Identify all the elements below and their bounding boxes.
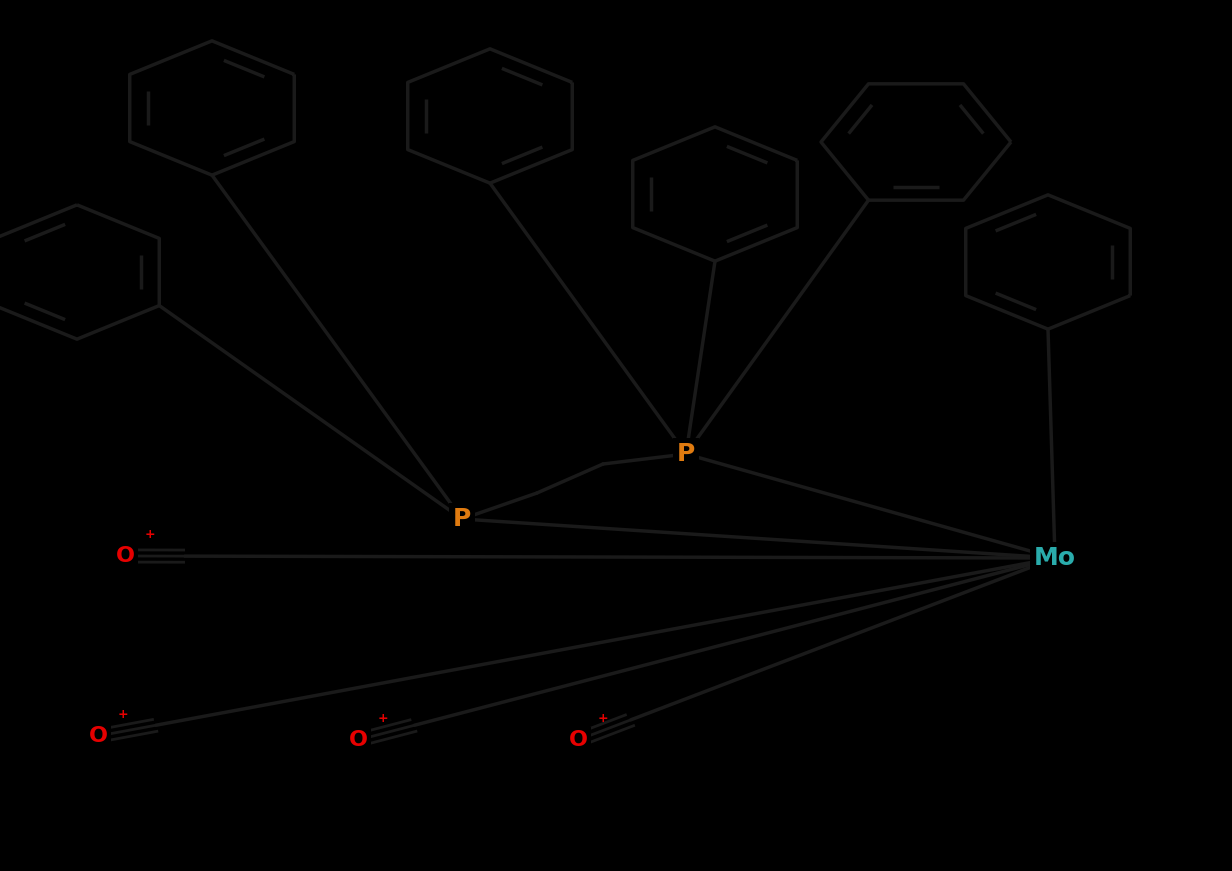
Text: +: + (377, 712, 388, 725)
Text: Mo: Mo (1034, 546, 1076, 570)
Text: O: O (116, 546, 134, 566)
Text: +: + (144, 528, 155, 541)
Text: O: O (568, 730, 588, 750)
Text: +: + (117, 708, 128, 720)
Text: O: O (349, 730, 367, 750)
Text: O: O (89, 726, 107, 746)
Text: P: P (453, 507, 471, 531)
Text: +: + (598, 712, 607, 725)
Text: P: P (676, 442, 695, 466)
